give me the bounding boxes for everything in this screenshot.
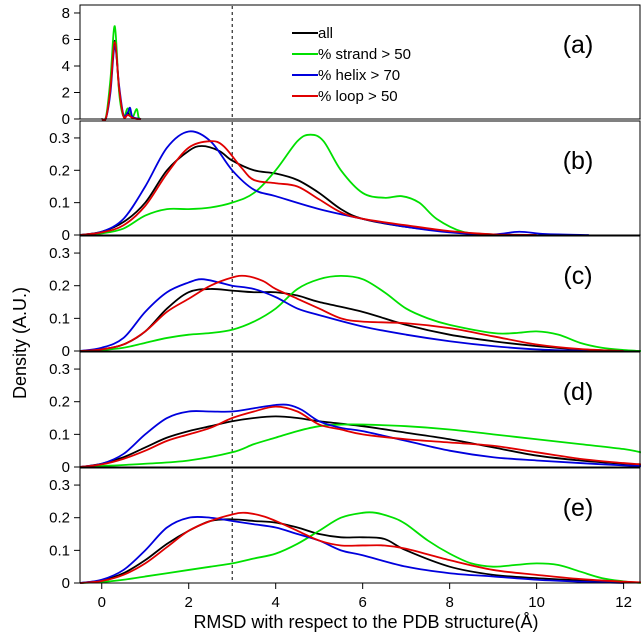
y-tick-label: 0.3 [49,130,70,147]
series-line-strand-50 [79,511,641,584]
y-tick-label: 4 [62,58,70,75]
series-line-helix-70 [79,515,624,584]
y-tick-label: 0 [62,227,70,244]
y-axis-label: Density (A.U.) [10,287,30,399]
y-tick-label: 0.2 [49,510,70,527]
series-line-helix-70 [79,403,641,468]
y-tick-label: 6 [62,31,70,48]
series-line-loop-50 [79,274,624,352]
panel-e: 0 0.1 0.2 0.3 (e) [49,467,641,592]
y-tick-label: 0.1 [49,542,70,559]
x-tick-label: 4 [272,594,280,611]
x-axis: 0 2 4 6 8 10 12 [98,583,632,611]
y-tick-label: 0.2 [49,162,70,179]
series-line-loop-50 [101,41,141,122]
panel-frame [79,4,641,120]
legend-label-all: all [318,25,333,42]
series-line-strand-50 [79,133,494,236]
panel-a: 0 2 4 6 8 (a) [62,4,641,128]
y-tick-label: 0 [62,111,70,128]
x-tick-label: 2 [185,594,193,611]
y-tick-label: 0 [62,459,70,476]
x-tick-label: 0 [98,594,106,611]
series-line-all [79,145,537,236]
panel-c: 0 0.1 0.2 0.3 (c) [49,235,641,360]
series-line-helix-70 [79,278,624,352]
series-line-helix-70 [79,130,589,236]
series-line-strand-50 [79,275,641,352]
legend-label-loop-50: % loop > 50 [318,88,398,105]
panels-group: 0 2 4 6 8 (a) 0 0.1 0.2 0.3 (b) 0 0.1 0.2 0.3 (c) 0 0.1 0.… [49,4,641,592]
panel-frame [79,467,641,584]
panel-frame [79,235,641,352]
panel-label-b: (b) [563,147,594,175]
y-tick-label: 0 [62,575,70,592]
series-line-loop-50 [79,405,641,468]
panel-label-c: (c) [563,262,592,290]
legend-label-helix-70: % helix > 70 [318,67,400,84]
y-tick-label: 0.1 [49,310,70,327]
legend-label-strand-50: % strand > 50 [318,46,411,63]
x-tick-label: 10 [528,594,545,611]
panel-frame [79,351,641,468]
y-tick-label: 8 [62,5,70,22]
y-tick-label: 2 [62,84,70,101]
x-axis-label: RMSD with respect to the PDB structure(Å… [193,612,538,632]
panel-d: 0 0.1 0.2 0.3 (d) [49,351,641,476]
x-tick-label: 8 [445,594,453,611]
y-tick-label: 0 [62,343,70,360]
y-tick-label: 0.1 [49,426,70,443]
panel-label-d: (d) [563,378,594,406]
series-line-loop-50 [79,511,641,584]
panel-b: 0 0.1 0.2 0.3 (b) [49,120,641,244]
panel-label-e: (e) [563,494,594,522]
series-line-all [79,415,641,468]
x-tick-label: 6 [359,594,367,611]
panel-label-a: (a) [563,31,594,59]
y-tick-label: 0.3 [49,477,70,494]
panel-frame [79,120,641,236]
legend: all % strand > 50 % helix > 70 % loop > 50 [292,25,411,105]
x-tick-label: 12 [615,594,632,611]
y-tick-label: 0.2 [49,394,70,411]
y-tick-label: 0.2 [49,278,70,295]
series-line-loop-50 [79,140,537,236]
series-line-all [79,518,624,584]
y-tick-label: 0.3 [49,245,70,262]
y-tick-label: 0.1 [49,195,70,212]
y-tick-label: 0.3 [49,361,70,378]
